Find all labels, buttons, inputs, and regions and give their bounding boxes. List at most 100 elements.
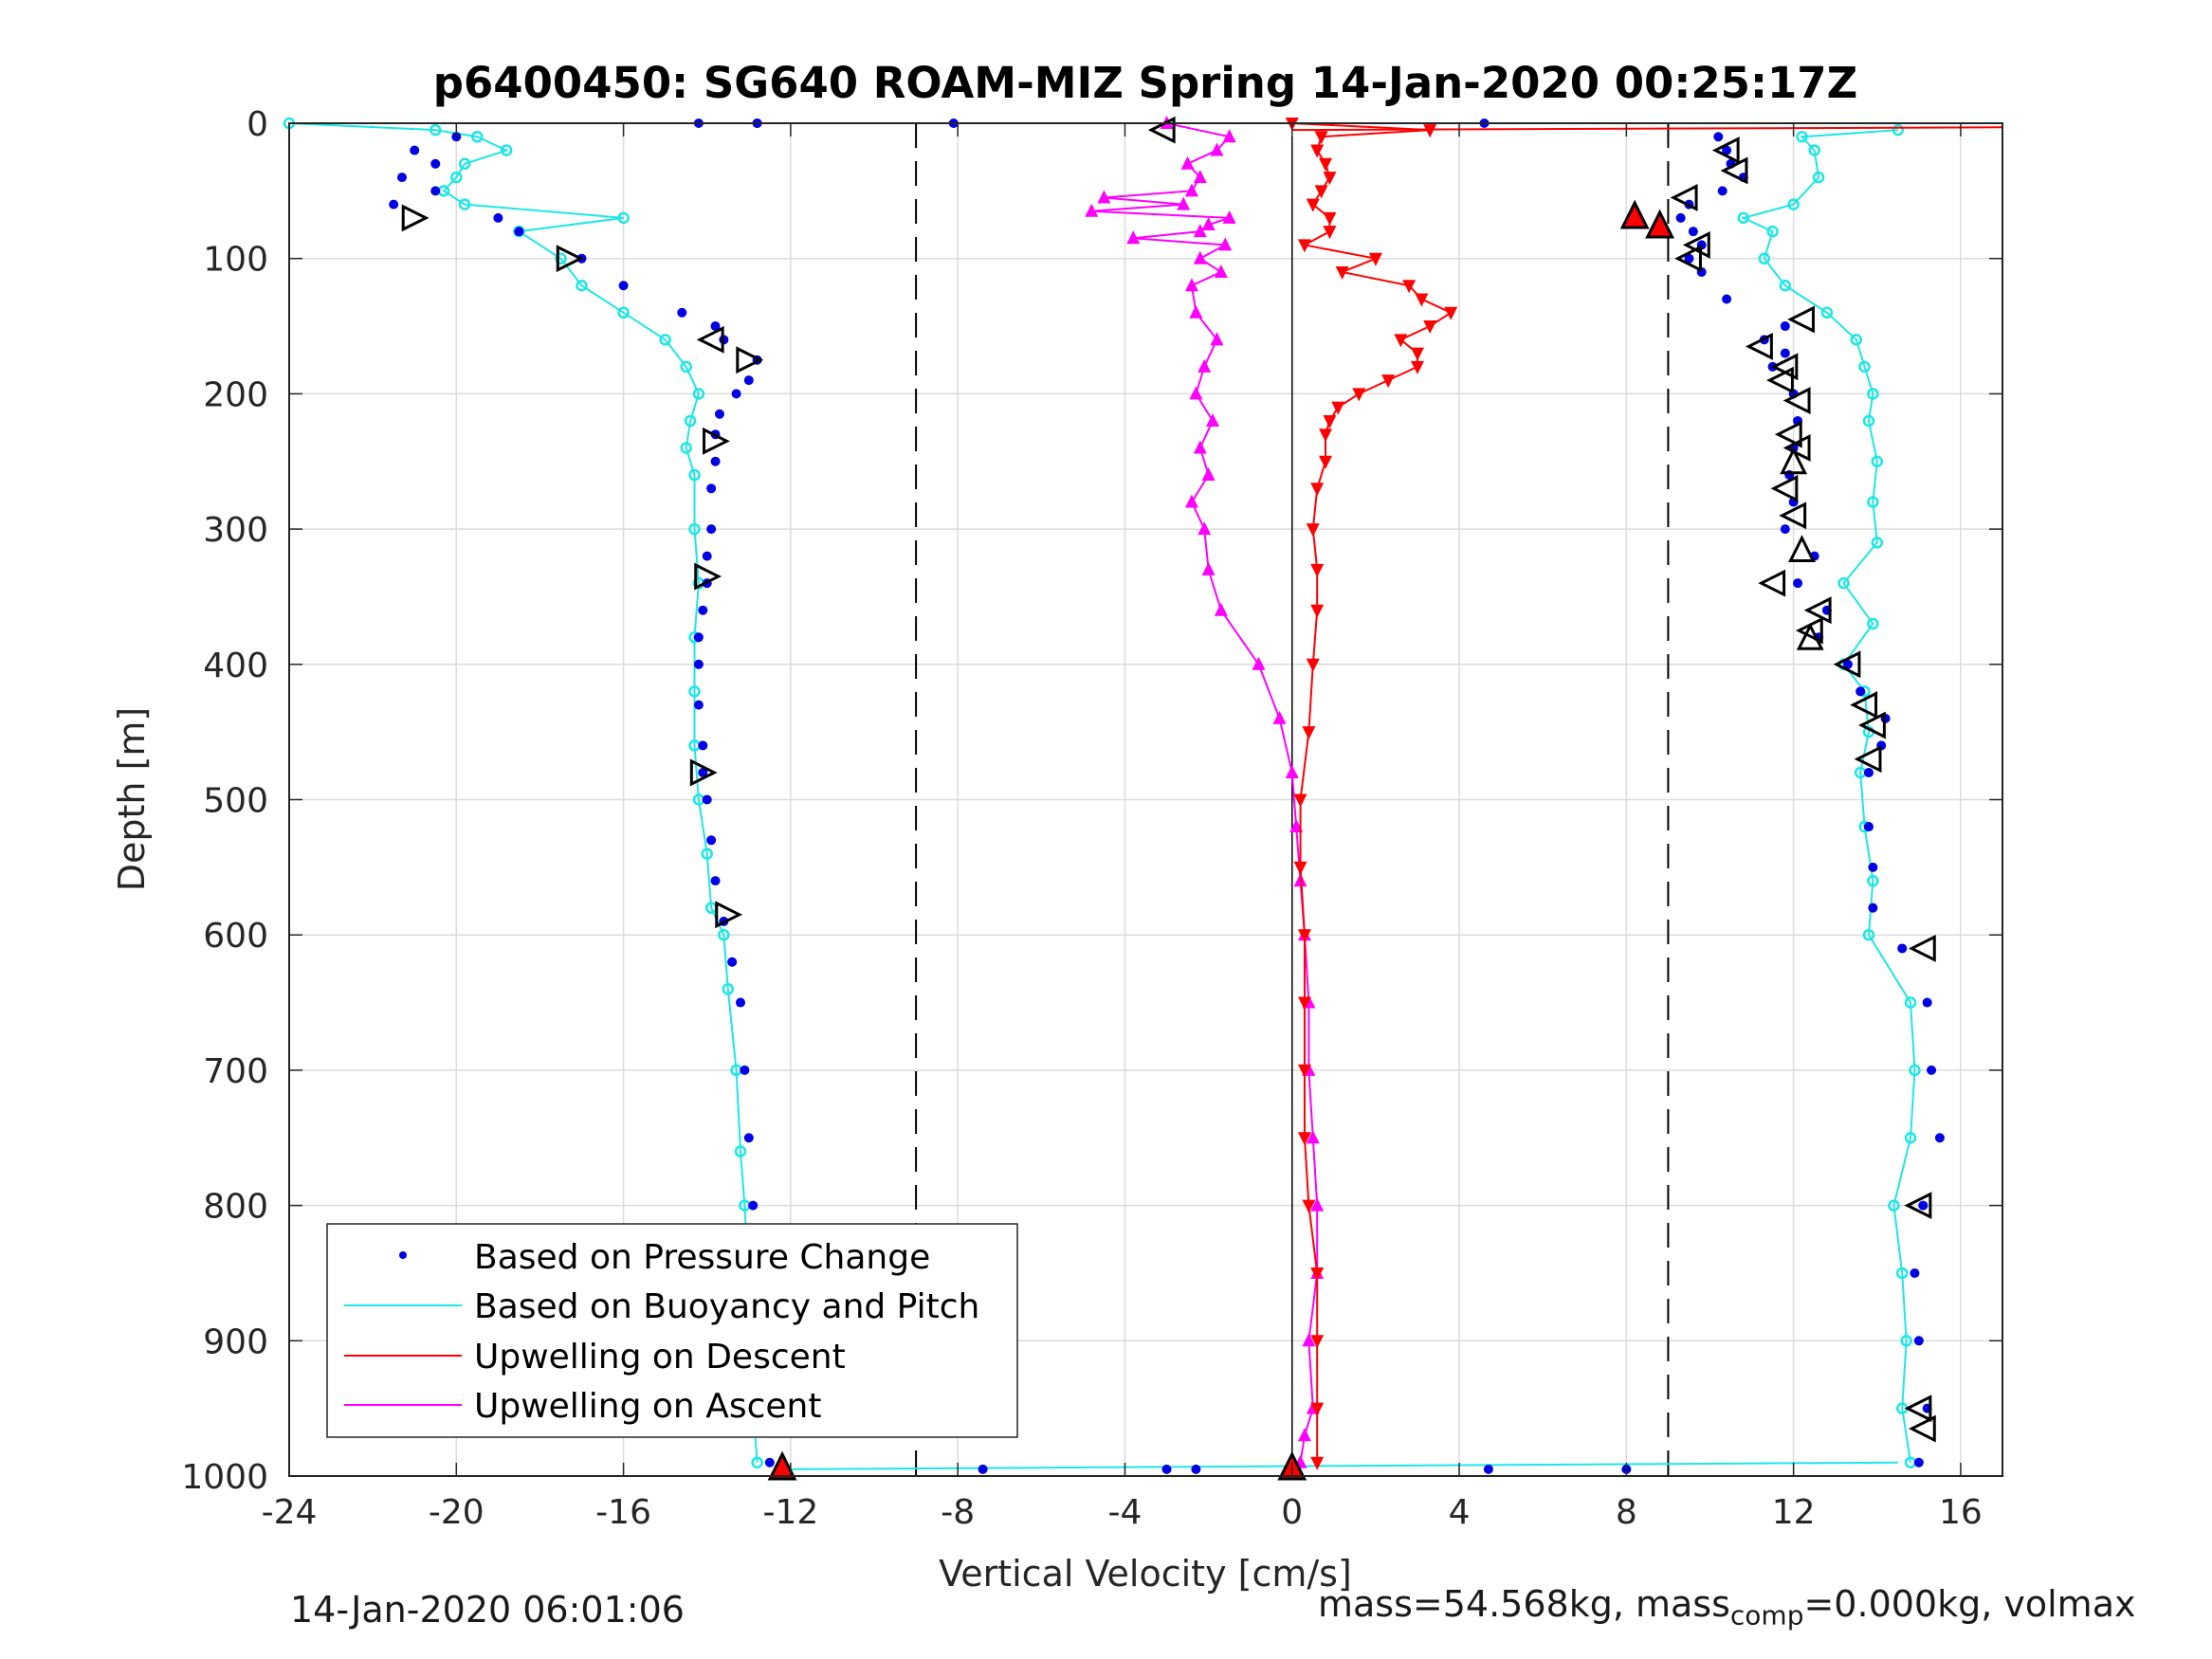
footer-mass-sub: comp: [1729, 1599, 1804, 1632]
open-right-triangle-marker: [715, 901, 743, 929]
ascent-point: [1297, 1428, 1311, 1442]
buoyancy-point: [1812, 171, 1825, 184]
pressure-point: [396, 173, 407, 183]
pressure-point: [1793, 578, 1803, 589]
buoyancy-point: [1737, 211, 1749, 225]
pressure-point: [514, 227, 524, 237]
buoyancy-point: [1766, 225, 1779, 238]
ascent-point: [1197, 521, 1212, 536]
buoyancy-point: [1895, 1267, 1909, 1280]
open-left-triangle-marker: [1904, 1192, 1932, 1220]
pressure-point: [1688, 227, 1698, 237]
buoyancy-point: [688, 522, 701, 536]
x-tick-label: -20: [429, 1493, 484, 1532]
open-right-triangle-marker: [703, 427, 730, 455]
descent-point: [1297, 996, 1311, 1011]
pressure-point: [1722, 145, 1732, 155]
legend-box: [326, 1223, 1018, 1438]
chart-title: p6400450: SG640 ROAM-MIZ Spring 14-Jan-2…: [433, 58, 1857, 108]
ascent-point: [1184, 494, 1198, 508]
descent-point: [1310, 1335, 1325, 1349]
open-left-triangle-marker: [1674, 245, 1702, 273]
descent-point: [1402, 280, 1417, 294]
pressure-point: [1897, 943, 1908, 954]
pressure-point: [1922, 997, 1932, 1008]
pressure-point: [1684, 253, 1694, 264]
footer-timestamp: 14-Jan-2020 06:01:06: [290, 1589, 685, 1631]
ascent-point: [1085, 203, 1099, 217]
descent-point: [1310, 483, 1325, 497]
descent-point: [1310, 604, 1325, 618]
open-right-triangle-marker: [689, 758, 718, 787]
legend-label-ascent: Upwelling on Ascent: [474, 1387, 821, 1426]
pressure-point: [618, 281, 629, 291]
open-right-triangle-marker: [401, 204, 430, 232]
buoyancy-point: [458, 198, 471, 210]
open-left-triangle-marker: [1908, 1414, 1936, 1443]
descent-point: [1323, 211, 1337, 226]
pressure-point: [710, 876, 721, 886]
buoyancy-line-descent: [288, 122, 759, 1463]
pressure-point: [714, 409, 724, 419]
pressure-point: [740, 1065, 750, 1075]
buoyancy-point: [688, 468, 701, 482]
pressure-point: [1868, 902, 1878, 913]
descent-point: [1319, 157, 1333, 172]
ascent-point: [1201, 467, 1216, 482]
legend-label-descent: Upwelling on Descent: [474, 1338, 846, 1376]
open-left-triangle-marker: [1670, 184, 1698, 211]
y-tick-label: 700: [203, 1052, 268, 1091]
buoyancy-point: [1862, 414, 1875, 428]
ascent-point: [1210, 332, 1224, 346]
legend-label-pressure: Based on Pressure Change: [474, 1238, 930, 1277]
pressure-point: [1713, 132, 1724, 142]
y-tick-label: 0: [247, 105, 268, 144]
pressure-point: [693, 659, 704, 669]
y-tick-label: 1000: [181, 1458, 268, 1497]
pressure-point: [1913, 1336, 1924, 1346]
pressure-point: [706, 483, 717, 494]
descent-point: [1297, 239, 1311, 253]
ascent-point: [1302, 1333, 1316, 1347]
open-right-triangle-marker: [694, 562, 722, 591]
ascent-point: [1206, 412, 1220, 427]
descent-point: [1314, 185, 1328, 199]
pressure-point: [389, 199, 399, 210]
buoyancy-point: [684, 414, 697, 428]
open-up-triangle-marker: [1796, 622, 1824, 650]
descent-point: [1394, 334, 1408, 348]
open-left-triangle-marker: [1850, 691, 1878, 720]
buoyancy-point: [1892, 123, 1905, 137]
open-left-triangle-marker: [1746, 333, 1773, 360]
buoyancy-point: [1871, 537, 1884, 549]
ascent-point: [1184, 183, 1198, 197]
descent-point: [1381, 374, 1396, 389]
buoyancy-point: [1909, 1064, 1921, 1077]
buoyancy-point: [617, 211, 630, 225]
open-left-triangle-marker: [1782, 387, 1811, 414]
pressure-point: [1927, 1065, 1937, 1075]
marker-layer: [401, 116, 1936, 1481]
buoyancy-point: [1888, 1199, 1900, 1212]
buoyancy-point: [1808, 144, 1820, 156]
descent-point: [1310, 563, 1325, 577]
ascent-point: [1222, 129, 1236, 143]
pressure-point: [735, 997, 745, 1008]
buoyancy-point: [1837, 576, 1850, 590]
y-tick-label: 600: [203, 917, 268, 956]
pressure-point: [1863, 767, 1874, 777]
pressure-point: [1913, 1457, 1924, 1468]
x-tick-label: -16: [595, 1493, 651, 1532]
descent-point: [1323, 226, 1337, 240]
buoyancy-point: [718, 928, 730, 941]
buoyancy-point: [1858, 360, 1871, 374]
pressure-point: [693, 632, 704, 643]
open-left-triangle-marker: [1787, 305, 1815, 334]
legend-entry-descent: Upwelling on Descent: [344, 1338, 846, 1376]
open-left-triangle-marker: [696, 325, 724, 354]
buoyancy-point: [1758, 252, 1771, 264]
buoyancy-line-ascent: [1740, 129, 1916, 1463]
pressure-point: [677, 307, 687, 318]
footer-mass-suffix: =0.000kg, volmax: [1803, 1583, 2136, 1625]
x-tick-label: 4: [1449, 1493, 1471, 1532]
